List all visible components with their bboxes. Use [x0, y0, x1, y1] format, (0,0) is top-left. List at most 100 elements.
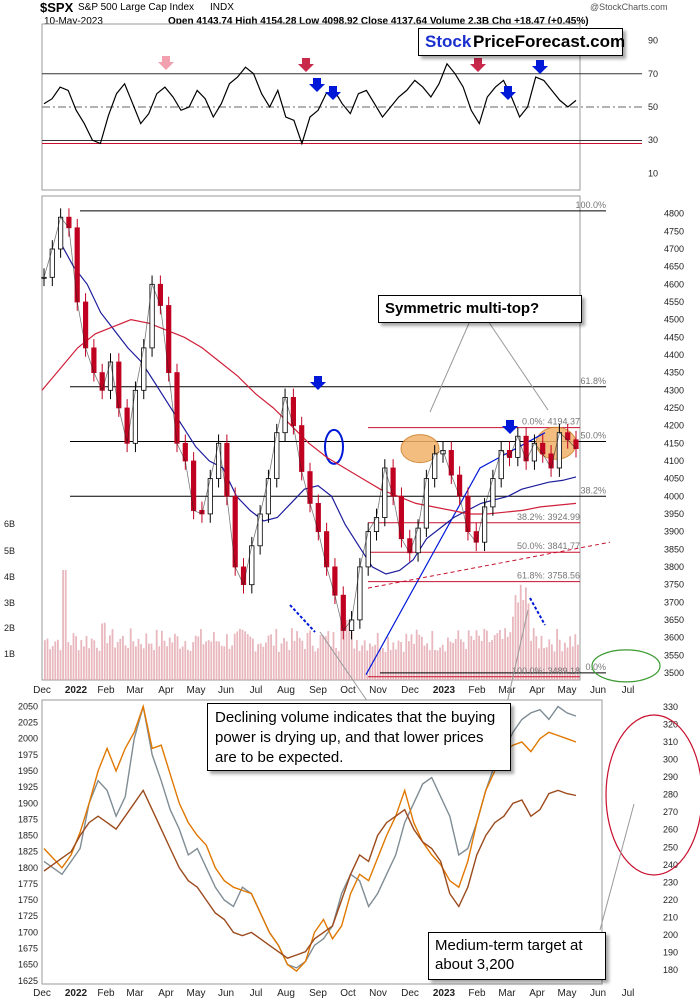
volume-bar: [150, 643, 153, 680]
price-axis-tick: 3950: [664, 509, 684, 519]
volume-bar: [444, 651, 447, 680]
volume-bar: [278, 651, 280, 680]
volume-bar: [499, 630, 501, 680]
trendline-blue-up: [365, 432, 546, 675]
volume-bar: [57, 639, 59, 680]
volume-bar: [176, 636, 179, 680]
volume-trend-line-2: [529, 597, 546, 626]
price-axis-tick: 4750: [664, 226, 684, 236]
volume-pointer-1: [319, 631, 373, 709]
volume-bar: [350, 631, 353, 680]
volume-bar: [93, 640, 96, 680]
volume-bar: [319, 635, 322, 680]
ohlc-readout: Open 4143.74 High 4154.28 Low 4098.92 Cl…: [168, 16, 589, 27]
volume-bar: [46, 638, 49, 680]
volume-bar: [324, 636, 327, 680]
volume-bar: [574, 634, 577, 680]
volume-bar: [205, 641, 207, 680]
volume-bar: [434, 650, 436, 680]
volume-bar: [62, 570, 64, 680]
rsi-arrow-blue-3: [500, 86, 516, 100]
volume-bar: [231, 645, 233, 680]
volume-bar: [384, 652, 387, 680]
volume-bar: [439, 647, 441, 680]
volume-bar: [166, 646, 168, 680]
volume-bar: [538, 648, 540, 680]
metals-x-tick: Jun: [218, 988, 234, 999]
volume-bar: [192, 642, 194, 680]
index-name: S&P 500 Large Cap Index: [78, 2, 195, 13]
price-axis-tick: 3800: [664, 562, 684, 572]
volume-bar: [213, 631, 215, 680]
price-axis-tick: 4550: [664, 297, 684, 307]
metals-right-tick: 290: [663, 772, 678, 782]
volume-bar: [454, 639, 457, 680]
volume-bar: [67, 642, 70, 680]
price-axis-tick: 4800: [664, 209, 684, 219]
volume-bar: [283, 637, 285, 680]
volume-bar: [51, 646, 54, 680]
metals-left-tick: 1875: [18, 814, 38, 824]
metals-left-tick: 1900: [18, 798, 38, 808]
price-x-tick: Jun: [218, 685, 234, 696]
metals-left-tick: 2000: [18, 734, 38, 744]
volume-bar: [259, 643, 262, 680]
projection-label: 38.2%: 3924.99: [517, 512, 580, 522]
volume-trend-line-1: [289, 604, 316, 633]
volume-bar: [395, 649, 397, 680]
volume-bar: [262, 646, 265, 680]
volume-bar: [257, 644, 259, 680]
price-axis-tick: 3600: [664, 633, 684, 643]
price-x-tick: Jun: [590, 685, 606, 696]
rsi-axis-tick: 10: [648, 168, 658, 178]
volume-bar: [519, 584, 522, 680]
volume-bar: [478, 635, 480, 680]
price-x-tick: Mar: [126, 685, 144, 696]
price-x-tick: Aug: [277, 685, 295, 696]
logo-part-2: PriceForecast.com: [473, 32, 626, 51]
volume-pointer-2: [505, 609, 529, 709]
volume-bar: [124, 645, 127, 680]
volume-bar: [548, 639, 551, 680]
volume-bar: [70, 645, 72, 680]
metals-left-tick: 1975: [18, 750, 38, 760]
retracement-label: 61.8%: [580, 376, 606, 386]
metals-left-tick: 1675: [18, 944, 38, 954]
volume-bar: [509, 632, 512, 680]
metals-x-tick: Dec: [401, 988, 419, 999]
callout-volume: Declining volume indicates that the buyi…: [207, 703, 511, 771]
volume-bar: [187, 649, 189, 680]
price-axis-tick: 3900: [664, 527, 684, 537]
volume-bar: [577, 644, 579, 680]
price-x-tick: Oct: [340, 685, 356, 696]
volume-bar: [80, 640, 83, 680]
price-axis-tick: 4700: [664, 244, 684, 254]
volume-bar: [345, 620, 348, 680]
volume-bar: [358, 650, 361, 680]
volume-bar: [553, 651, 556, 680]
highlight-dec-top: [400, 434, 440, 464]
metals-x-tick: Mar: [498, 988, 516, 999]
metals-right-tick: 190: [663, 947, 678, 957]
volume-bar: [374, 644, 376, 680]
metals-left-tick: 1700: [18, 927, 38, 937]
metals-x-tick: May: [558, 988, 577, 999]
volume-bar: [389, 649, 392, 680]
price-axis-tick: 4050: [664, 474, 684, 484]
callout-multi-top: Symmetric multi-top?: [378, 295, 582, 323]
volume-bar: [558, 639, 561, 680]
volume-bar: [127, 647, 129, 680]
volume-bar: [236, 631, 239, 680]
rsi-arrow-red-1: [298, 58, 314, 72]
price-x-tick: 2022: [65, 685, 88, 696]
volume-bar: [106, 643, 109, 680]
volume-bar: [545, 647, 548, 680]
price-axis-tick: 4500: [664, 315, 684, 325]
volume-bar: [101, 623, 103, 680]
price-axis-tick: 4250: [664, 403, 684, 413]
volume-bar: [239, 628, 241, 680]
volume-bar: [64, 570, 67, 680]
volume-bar: [49, 649, 51, 680]
volume-axis-tick: 6B: [4, 519, 15, 529]
volume-bar: [530, 640, 532, 680]
